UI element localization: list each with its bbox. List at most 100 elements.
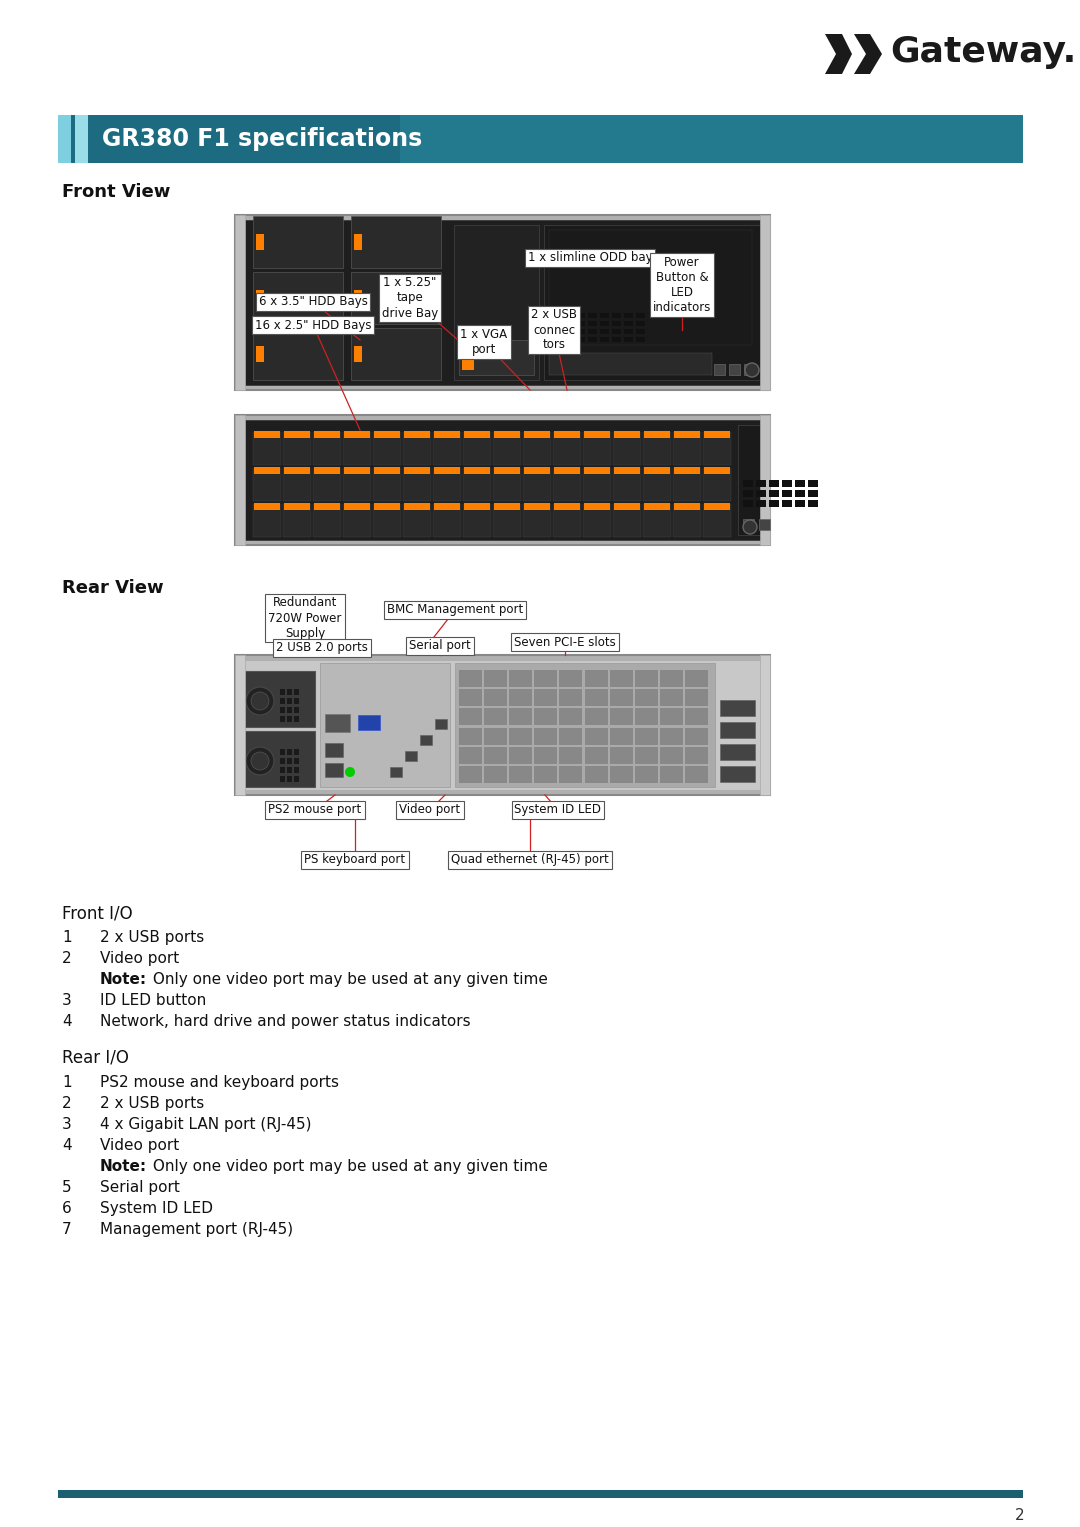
Bar — [354, 347, 362, 362]
Bar — [253, 467, 281, 501]
Bar — [280, 750, 285, 754]
Bar — [729, 363, 740, 376]
Bar — [584, 431, 610, 438]
Bar — [636, 321, 645, 325]
Bar — [524, 502, 550, 510]
Bar — [256, 347, 264, 362]
Bar — [235, 415, 245, 545]
Bar — [703, 467, 731, 501]
Bar — [554, 467, 580, 473]
Bar — [509, 670, 532, 687]
Bar — [559, 728, 582, 745]
Bar — [720, 744, 755, 760]
Bar — [484, 747, 507, 764]
Bar — [720, 699, 755, 716]
Bar — [610, 670, 633, 687]
Bar — [564, 337, 573, 342]
Bar — [559, 767, 582, 783]
Text: Gateway.: Gateway. — [890, 35, 1077, 69]
Circle shape — [251, 751, 269, 770]
Bar — [492, 467, 521, 501]
Text: Video port: Video port — [100, 951, 179, 967]
Bar — [464, 502, 490, 510]
Bar — [660, 709, 683, 725]
Bar — [552, 321, 561, 325]
Bar — [635, 767, 658, 783]
Bar — [243, 220, 762, 385]
Bar — [354, 290, 362, 305]
Bar — [615, 502, 640, 510]
Text: 2: 2 — [62, 1096, 71, 1112]
Bar — [585, 670, 608, 687]
Text: 1 x VGA
port: 1 x VGA port — [460, 328, 508, 356]
Bar — [433, 432, 461, 466]
Bar — [612, 321, 621, 325]
Bar — [403, 504, 431, 538]
Bar — [643, 432, 671, 466]
Bar — [613, 432, 642, 466]
Bar — [588, 313, 597, 318]
Circle shape — [345, 767, 355, 777]
Bar — [552, 337, 561, 342]
Bar — [320, 663, 450, 786]
Text: 7: 7 — [62, 1222, 71, 1237]
Bar — [673, 467, 701, 501]
Bar — [484, 728, 507, 745]
Bar — [509, 689, 532, 705]
Text: PS2 mouse and keyboard ports: PS2 mouse and keyboard ports — [100, 1075, 339, 1090]
Bar — [325, 715, 350, 731]
Bar — [403, 432, 431, 466]
Bar — [549, 231, 752, 345]
Bar — [720, 722, 755, 738]
Bar — [564, 313, 573, 318]
Bar — [756, 479, 766, 487]
Bar — [287, 767, 292, 773]
Bar — [782, 479, 792, 487]
Bar — [576, 313, 585, 318]
Bar — [58, 1490, 1023, 1498]
Text: Management port (RJ-45): Management port (RJ-45) — [100, 1222, 293, 1237]
Text: 3: 3 — [62, 993, 71, 1008]
Text: 4 x Gigabit LAN port (RJ-45): 4 x Gigabit LAN port (RJ-45) — [100, 1116, 311, 1132]
Bar — [509, 709, 532, 725]
Bar — [351, 215, 441, 269]
Bar — [75, 115, 87, 163]
Bar — [294, 707, 299, 713]
Bar — [613, 467, 642, 501]
Bar — [585, 709, 608, 725]
Text: 2 USB 2.0 ports: 2 USB 2.0 ports — [276, 641, 368, 655]
Bar — [743, 479, 753, 487]
Bar — [294, 750, 299, 754]
Bar — [584, 467, 610, 473]
Bar — [588, 321, 597, 325]
Bar — [463, 467, 491, 501]
Text: 2 x USB ports: 2 x USB ports — [100, 930, 204, 945]
Text: ID LED button: ID LED button — [100, 993, 206, 1008]
Bar — [635, 709, 658, 725]
Bar — [635, 670, 658, 687]
Bar — [400, 115, 1023, 163]
Bar — [615, 431, 640, 438]
Bar — [434, 431, 460, 438]
Bar — [554, 502, 580, 510]
Bar — [743, 519, 754, 530]
Bar — [294, 689, 299, 695]
Bar — [660, 670, 683, 687]
Bar — [588, 328, 597, 334]
Bar — [559, 670, 582, 687]
Text: 2: 2 — [62, 951, 71, 967]
Bar — [287, 716, 292, 722]
Bar — [494, 502, 519, 510]
Bar — [280, 698, 285, 704]
Bar — [534, 728, 557, 745]
Bar — [492, 432, 521, 466]
Bar — [434, 467, 460, 473]
Bar — [524, 467, 550, 473]
Bar — [459, 689, 482, 705]
Bar — [782, 490, 792, 496]
Bar — [624, 337, 633, 342]
Bar — [256, 290, 264, 305]
Bar — [553, 504, 581, 538]
Bar — [345, 467, 370, 473]
Text: 1 x 5.25"
tape
drive Bay: 1 x 5.25" tape drive Bay — [382, 276, 438, 319]
